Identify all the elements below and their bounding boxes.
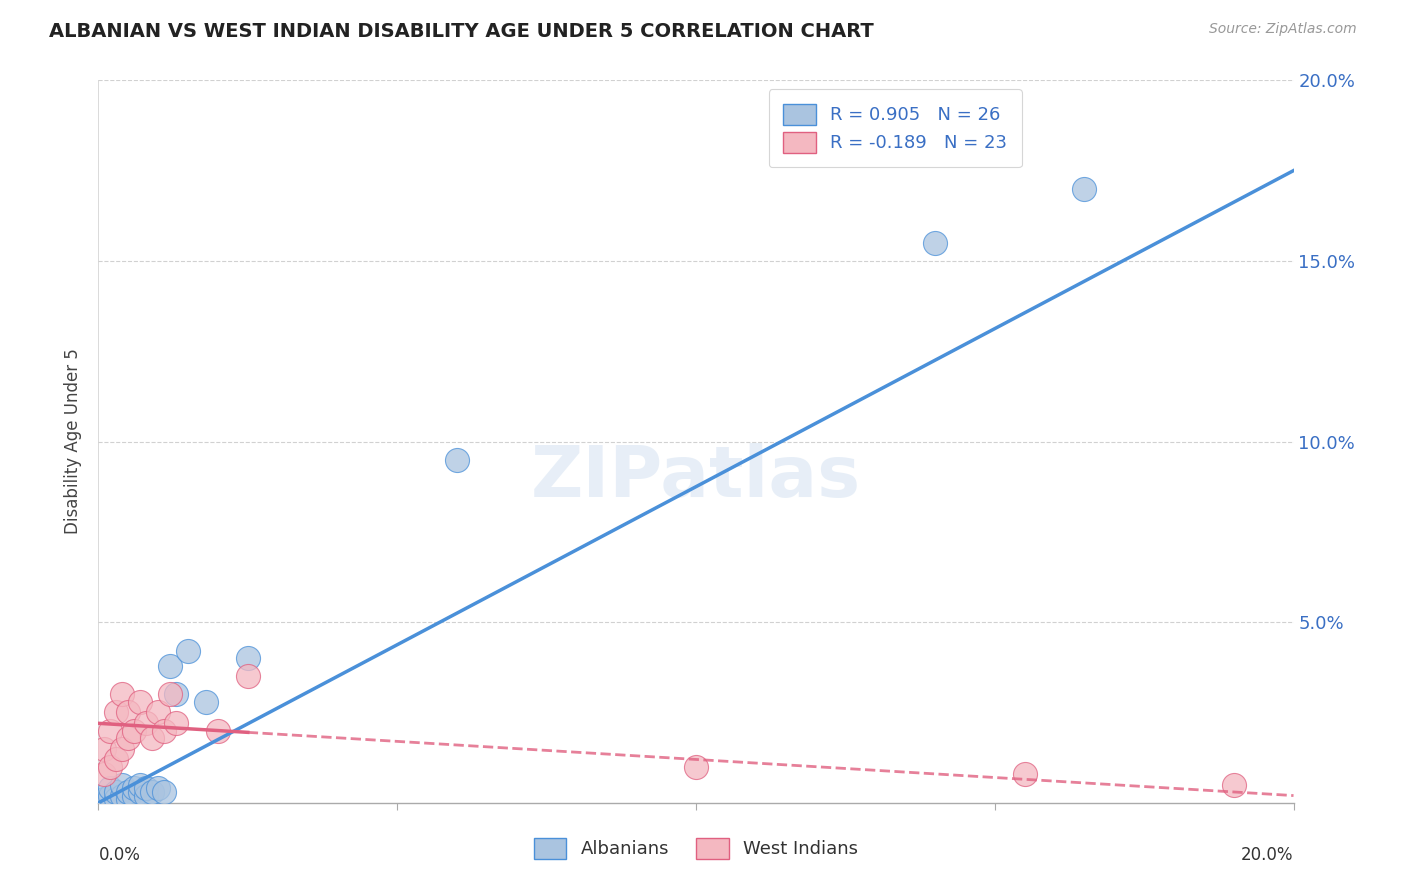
Point: [111, 778, 134, 792]
Point: [111, 789, 134, 803]
Point: [141, 785, 163, 799]
Point: [124, 789, 146, 803]
Point: [117, 706, 139, 720]
Point: [236, 651, 259, 665]
Text: ZIPatlas: ZIPatlas: [531, 443, 860, 512]
Point: [105, 792, 128, 806]
Legend: Albanians, West Indians: Albanians, West Indians: [526, 830, 866, 866]
Point: [135, 781, 157, 796]
Y-axis label: Disability Age Under 5: Disability Age Under 5: [65, 349, 83, 534]
Text: 0.0%: 0.0%: [98, 847, 141, 864]
Point: [177, 644, 200, 658]
Point: [105, 706, 128, 720]
Point: [924, 235, 946, 250]
Point: [98, 760, 122, 774]
Point: [1014, 767, 1036, 781]
Point: [153, 723, 176, 738]
Point: [93, 767, 115, 781]
Point: [117, 785, 139, 799]
Point: [159, 658, 181, 673]
Text: Source: ZipAtlas.com: Source: ZipAtlas.com: [1209, 22, 1357, 37]
Point: [117, 792, 139, 806]
Point: [159, 687, 181, 701]
Point: [148, 706, 170, 720]
Point: [111, 741, 134, 756]
Point: [111, 687, 134, 701]
Point: [1223, 778, 1246, 792]
Point: [98, 723, 122, 738]
Point: [124, 723, 146, 738]
Point: [207, 723, 229, 738]
Point: [117, 731, 139, 745]
Point: [129, 785, 152, 799]
Point: [98, 789, 122, 803]
Point: [148, 781, 170, 796]
Point: [165, 716, 187, 731]
Point: [1073, 182, 1095, 196]
Point: [93, 741, 115, 756]
Point: [135, 789, 157, 803]
Point: [236, 669, 259, 683]
Point: [98, 781, 122, 796]
Point: [129, 778, 152, 792]
Text: 20.0%: 20.0%: [1241, 847, 1294, 864]
Point: [141, 731, 163, 745]
Point: [129, 695, 152, 709]
Point: [165, 687, 187, 701]
Point: [446, 452, 468, 467]
Text: ALBANIAN VS WEST INDIAN DISABILITY AGE UNDER 5 CORRELATION CHART: ALBANIAN VS WEST INDIAN DISABILITY AGE U…: [49, 22, 875, 41]
Point: [124, 781, 146, 796]
Point: [153, 785, 176, 799]
Point: [195, 695, 218, 709]
Point: [93, 792, 115, 806]
Point: [105, 785, 128, 799]
Point: [105, 752, 128, 766]
Point: [685, 760, 707, 774]
Point: [135, 716, 157, 731]
